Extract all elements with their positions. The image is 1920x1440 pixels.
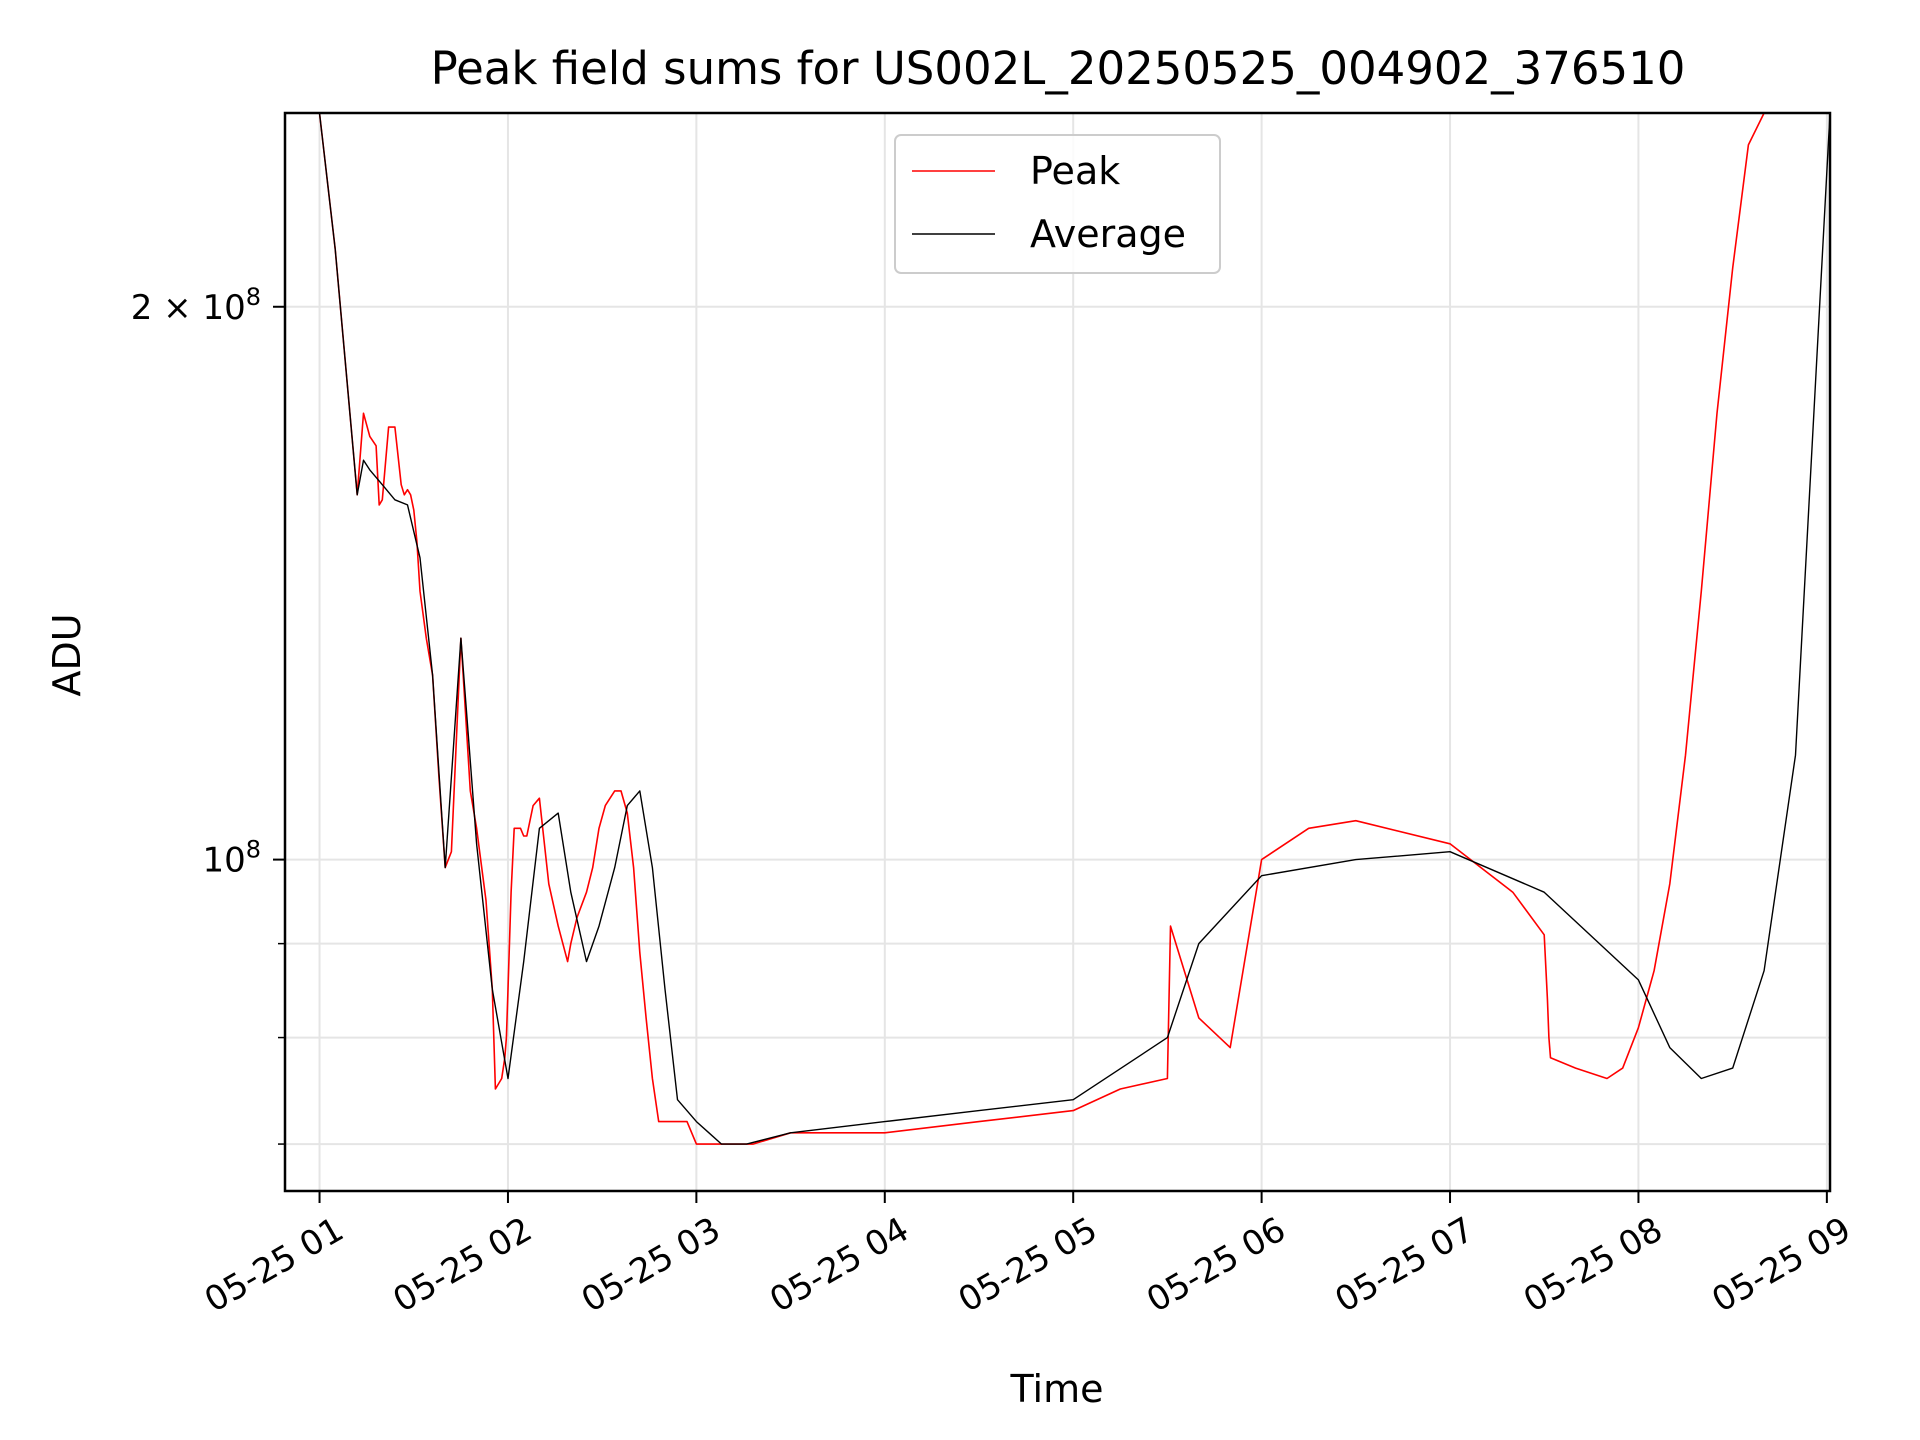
grid-lines (285, 113, 1830, 1191)
legend: Peak Average (894, 134, 1221, 274)
legend-box (894, 134, 1221, 274)
plot-frame (283, 111, 1832, 1193)
series-layer (285, 112, 1831, 1145)
legend-label-peak: Peak (1030, 149, 1120, 193)
y-tick-label-base: 10 (202, 841, 245, 881)
y-tick-label-coefficient: 2 × (131, 288, 203, 328)
x-axis-label: Time (1010, 1367, 1104, 1411)
y-axis-label: ADU (45, 613, 89, 696)
legend-label-average: Average (1030, 212, 1186, 256)
y-tick-label: 2 × 108 (131, 283, 261, 328)
y-tick-label-exponent: 8 (246, 283, 261, 311)
series-line-average (285, 112, 1831, 1145)
chart-title: Peak field sums for US002L_20250525_0049… (431, 42, 1686, 95)
series-line-peak (285, 112, 1830, 1145)
y-tick-label: 108 (202, 836, 261, 881)
y-tick-label-exponent: 8 (246, 836, 261, 864)
y-tick-label-base: 10 (202, 288, 245, 328)
